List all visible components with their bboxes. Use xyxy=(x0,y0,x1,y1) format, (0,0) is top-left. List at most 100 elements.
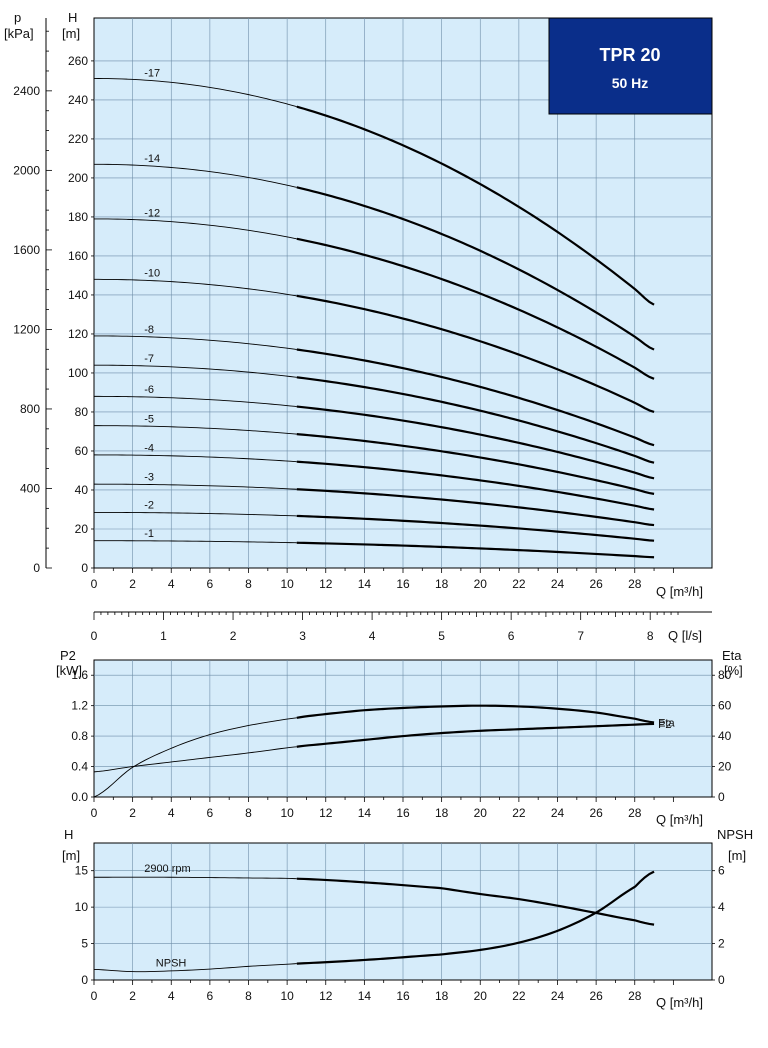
x-tick-label: 12 xyxy=(319,577,333,591)
pressure-tick-label: 2000 xyxy=(13,163,40,177)
y-tick-label: 240 xyxy=(68,93,88,107)
y-tick-label: 60 xyxy=(75,444,89,458)
head-y-unit: [m] xyxy=(62,26,80,41)
x-tick-label: 2 xyxy=(129,577,136,591)
series-line-Eta-thin xyxy=(93,717,297,798)
series-line-stage-17-thin xyxy=(93,78,297,108)
series-line-stage-5-thin xyxy=(93,425,297,435)
x-tick-label: 14 xyxy=(358,806,372,820)
x-tick-label: 22 xyxy=(512,577,526,591)
y-tick-label: 0 xyxy=(718,973,725,987)
y-tick-label: 0.0 xyxy=(71,790,88,804)
x-tick-label: 0 xyxy=(91,989,98,1003)
x-tick-label: 24 xyxy=(551,806,565,820)
y-tick-label: 260 xyxy=(68,54,88,68)
series-line-stage-4 xyxy=(296,460,655,511)
x-tick-label: 16 xyxy=(396,806,410,820)
y-tick-label: 5 xyxy=(81,937,88,951)
badge-subtitle: 50 Hz xyxy=(612,75,649,91)
y-tick-label: 1.6 xyxy=(71,668,88,682)
y-tick-label: 1.2 xyxy=(71,699,88,713)
series-line-stage-2-thin xyxy=(93,511,297,517)
x-tick-label: 8 xyxy=(245,989,252,1003)
series-line-stage-17 xyxy=(296,105,655,306)
y-tick-label: 20 xyxy=(718,760,732,774)
series-label: -5 xyxy=(144,413,154,425)
x-tick-label: 18 xyxy=(435,989,449,1003)
pressure-tick-label: 400 xyxy=(20,481,40,495)
series-line-stage-14 xyxy=(296,186,655,351)
x-tick-label: 10 xyxy=(280,989,294,1003)
x-tick-label: 26 xyxy=(589,989,603,1003)
badge-title: TPR 20 xyxy=(599,45,660,65)
pressure-tick-label: 2400 xyxy=(13,84,40,98)
y-tick-label: 2 xyxy=(718,937,725,951)
series-line-stage-2 xyxy=(296,514,655,542)
npsh-grid xyxy=(94,843,712,980)
head-chart: -17-14-12-10-8-7-6-5-4-3-2-1 0 2 4 6 8 10 12 14… xyxy=(4,10,713,599)
series-line-NPSH-thin xyxy=(93,963,297,973)
series-line-stage-5 xyxy=(296,433,655,495)
x-tick-label: 4 xyxy=(168,989,175,1003)
flow-ls-tick-label: 2 xyxy=(230,629,237,643)
pressure-axis-label: p xyxy=(14,10,21,25)
series-line-P2-thin xyxy=(93,746,297,773)
series-label: Eta xyxy=(658,717,675,729)
y-tick-label: 220 xyxy=(68,132,88,146)
flow-ls-tick-label: 7 xyxy=(577,629,584,643)
x-tick-label: 12 xyxy=(319,989,333,1003)
x-tick-label: 10 xyxy=(280,577,294,591)
series-line-stage-12 xyxy=(296,237,655,380)
x-tick-label: 6 xyxy=(207,989,214,1003)
x-tick-label: 10 xyxy=(280,806,294,820)
series-line-stage-3 xyxy=(296,488,655,527)
flow-ls-tick-label: 8 xyxy=(647,629,654,643)
series-label: 2900 rpm xyxy=(144,863,190,875)
x-tick-label: 24 xyxy=(551,989,565,1003)
series-label: NPSH xyxy=(156,957,187,969)
power-grid xyxy=(94,660,712,797)
x-tick-label: 8 xyxy=(245,806,252,820)
npsh-axis-label: NPSH xyxy=(717,827,753,842)
y-tick-label: 160 xyxy=(68,249,88,263)
series-line-stage-8-thin xyxy=(93,335,297,350)
flow-ls-axis: 0 1 2 3 4 5 6 7 8 Q [l/s] xyxy=(91,611,712,643)
x-tick-label: 0 xyxy=(91,806,98,820)
series-line-stage-6 xyxy=(296,405,655,480)
flow-ls-tick-label: 5 xyxy=(438,629,445,643)
series-line-stage-12-thin xyxy=(93,218,297,240)
power-y-ticks: 0.0 0.4 0.8 1.2 1.6 xyxy=(71,668,94,804)
series-label: -12 xyxy=(144,207,160,219)
series-label: -7 xyxy=(144,353,154,365)
flow-ls-ticks: 0 1 2 3 4 5 6 7 8 xyxy=(91,612,679,643)
x-tick-label: 16 xyxy=(396,989,410,1003)
x-tick-label: 14 xyxy=(358,577,372,591)
y-tick-label: 0 xyxy=(81,561,88,575)
head-x-label: Q [m³/h] xyxy=(656,584,703,599)
series-line-stage-7-thin xyxy=(93,364,297,378)
series-line-stage-4-thin xyxy=(93,454,297,463)
x-tick-label: 2 xyxy=(129,989,136,1003)
x-tick-label: 26 xyxy=(589,577,603,591)
flow-ls-tick-label: 4 xyxy=(369,629,376,643)
y-tick-label: 20 xyxy=(75,522,89,536)
y-tick-label: 200 xyxy=(68,171,88,185)
x-tick-label: 22 xyxy=(512,806,526,820)
series-label: P2 xyxy=(658,719,671,731)
x-tick-label: 24 xyxy=(551,577,565,591)
head-y-ticks: 0 20 40 60 80 100 120 140 160 180 200 220 240 260 xyxy=(68,54,94,575)
pressure-tick-label: 1600 xyxy=(13,243,40,257)
pressure-tick-label: 800 xyxy=(20,402,40,416)
x-tick-label: 8 xyxy=(245,577,252,591)
x-tick-label: 20 xyxy=(474,989,488,1003)
y-tick-label: 120 xyxy=(68,327,88,341)
eta-axis-label: Eta xyxy=(722,648,742,663)
series-label: -10 xyxy=(144,268,160,280)
x-tick-label: 6 xyxy=(207,577,214,591)
series-line-stage-1 xyxy=(296,541,655,559)
series-line-NPSH xyxy=(296,870,655,965)
series-line-2900-rpm-thin xyxy=(94,876,297,880)
series-label: -17 xyxy=(144,68,160,80)
series-line-stage-7 xyxy=(296,376,655,464)
